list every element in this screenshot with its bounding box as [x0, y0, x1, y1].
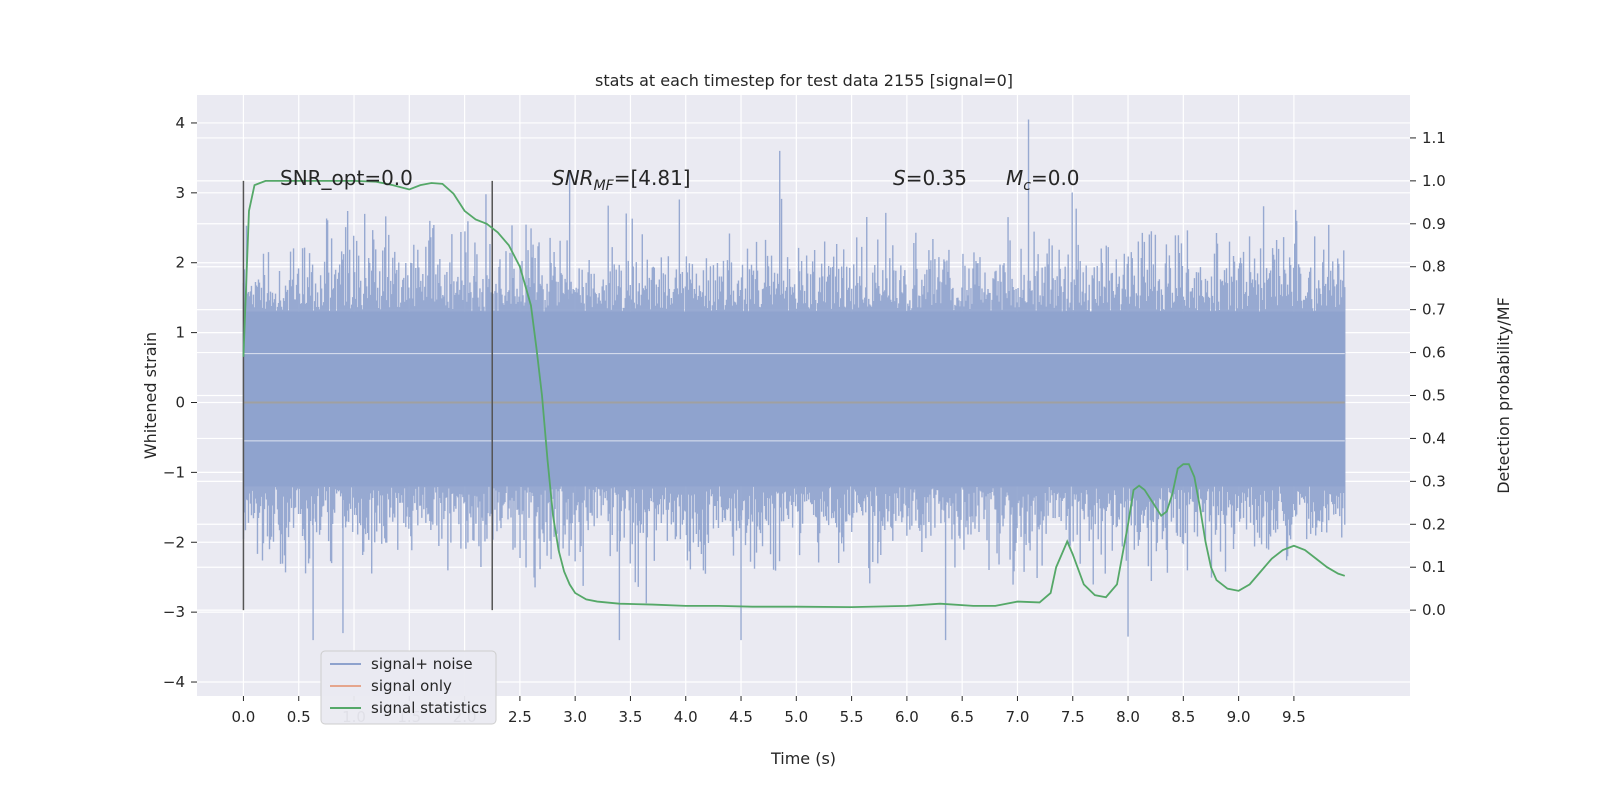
- y-right-tick-label: 0.7: [1422, 301, 1446, 319]
- y-right-tick-label: 0.2: [1422, 515, 1446, 533]
- annotation-mc-symbol: M: [1006, 166, 1023, 190]
- x-tick-label: 0.5: [287, 708, 311, 726]
- annotation-snr-opt: SNR_opt=0.0: [280, 166, 413, 190]
- y-tick-label: 0: [175, 393, 185, 411]
- y-tick-label: 1: [175, 324, 185, 342]
- y-tick-label: −2: [163, 533, 185, 551]
- x-tick-label: 7.0: [1006, 708, 1030, 726]
- x-tick-label: 5.0: [784, 708, 808, 726]
- x-tick-label: 3.5: [619, 708, 643, 726]
- chart-title: stats at each timestep for test data 215…: [595, 71, 1013, 90]
- annotation-s-value: =0.35: [906, 166, 967, 190]
- y-axis-left: 4 3 2 1 0 −1 −2 −3 −4: [163, 114, 197, 691]
- x-tick-label: 4.0: [674, 708, 698, 726]
- series-signal-noise-core: [243, 311, 1345, 487]
- annotation-snr-mf: SNRMF=[4.81]: [552, 166, 691, 194]
- y-tick-label: −1: [163, 463, 185, 481]
- legend-label: signal+ noise: [371, 655, 473, 673]
- y-right-tick-label: 1.1: [1422, 129, 1446, 147]
- y-axis-right: 1.1 1.0 0.9 0.8 0.7 0.6 0.5 0.4 0.3 0.2 0.1 0.0: [1410, 129, 1446, 619]
- x-tick-label: 8.0: [1116, 708, 1140, 726]
- annotation-mc-subscript: c: [1023, 178, 1031, 194]
- y-axis-label-right: Detection probability/MF: [1494, 297, 1513, 494]
- y-right-tick-label: 1.0: [1422, 172, 1446, 190]
- x-tick-label: 5.5: [840, 708, 864, 726]
- x-tick-label: 4.5: [729, 708, 753, 726]
- x-tick-label: 8.5: [1171, 708, 1195, 726]
- x-tick-label: 6.0: [895, 708, 919, 726]
- y-tick-label: 4: [175, 114, 185, 132]
- y-tick-label: 2: [175, 254, 185, 272]
- annotation-snr-mf-value: =[4.81]: [614, 166, 691, 190]
- y-right-tick-label: 0.1: [1422, 558, 1446, 576]
- legend-box: [320, 650, 497, 725]
- y-tick-label: −3: [163, 603, 185, 621]
- annotation-snr-mf-subscript: MF: [594, 178, 615, 194]
- y-axis-label-left: Whitened strain: [141, 332, 160, 459]
- annotation-snr-mf-symbol: SNR: [552, 166, 594, 190]
- x-tick-label: 0.0: [232, 708, 256, 726]
- annotation-s-symbol: S: [893, 166, 906, 190]
- y-tick-label: −4: [163, 673, 185, 691]
- x-tick-label: 9.0: [1227, 708, 1251, 726]
- y-right-tick-label: 0.6: [1422, 344, 1446, 362]
- x-tick-label: 3.0: [563, 708, 587, 726]
- y-tick-label: 3: [175, 184, 185, 202]
- y-right-tick-label: 0.3: [1422, 472, 1446, 490]
- x-tick-label: 6.5: [950, 708, 974, 726]
- annotation-mc: Mc=0.0: [1006, 166, 1080, 194]
- y-right-tick-label: 0.0: [1422, 601, 1446, 619]
- annotation-s: S=0.35: [893, 166, 967, 190]
- y-right-tick-label: 0.5: [1422, 387, 1446, 405]
- y-right-tick-label: 0.4: [1422, 429, 1446, 447]
- x-tick-label: 9.5: [1282, 708, 1306, 726]
- legend: signal+ noise signal only signal statistic…: [320, 650, 497, 725]
- series-signal-statistics: [242, 179, 1346, 609]
- legend-label: signal only: [371, 677, 452, 695]
- y-right-tick-label: 0.8: [1422, 258, 1446, 276]
- annotation-mc-value: =0.0: [1031, 166, 1080, 190]
- y-right-tick-label: 0.9: [1422, 215, 1446, 233]
- x-tick-label: 7.5: [1061, 708, 1085, 726]
- x-tick-label: 2.5: [508, 708, 532, 726]
- legend-label: signal statistics: [371, 699, 487, 717]
- x-axis-label: Time (s): [770, 749, 836, 768]
